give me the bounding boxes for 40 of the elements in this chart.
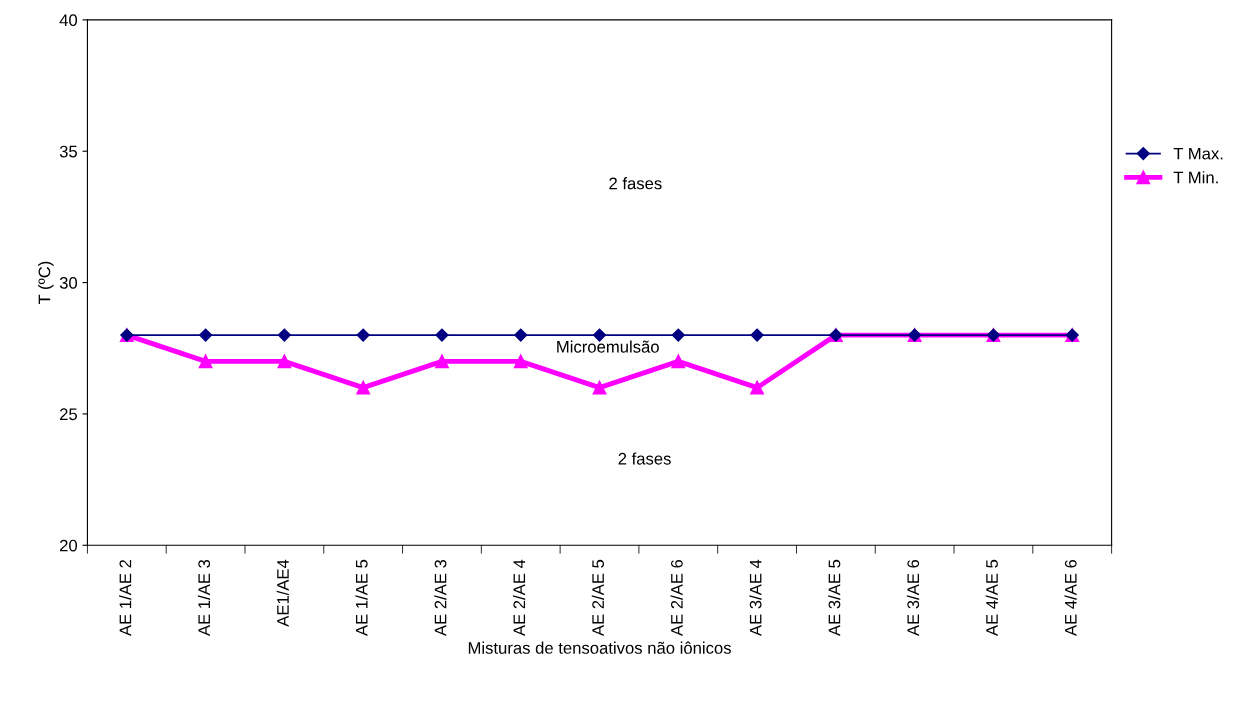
x-tick-label: AE 1/AE 2 — [119, 560, 132, 637]
point — [513, 354, 528, 369]
point — [198, 354, 213, 369]
x-tick-label: AE 3/AE 4 — [749, 559, 762, 637]
x-tick-label: AE1/AE4 — [276, 559, 289, 627]
annotation: 2 fases — [618, 452, 671, 465]
point — [514, 328, 528, 342]
annotation: 2 fases — [609, 177, 662, 190]
x-tick-label: AE 1/AE 3 — [197, 559, 211, 637]
y-tick-label: 30 — [59, 276, 78, 289]
legend-label: T Min. — [1173, 171, 1218, 184]
y-tick-label: 35 — [59, 145, 78, 158]
legend-label: T Max. — [1173, 147, 1223, 160]
point — [277, 328, 291, 342]
point — [356, 328, 370, 342]
x-tick-label: AE 3/AE 5 — [828, 559, 841, 637]
point — [592, 380, 607, 395]
x-tick-label: AE 4/AE 5 — [985, 559, 998, 637]
y-tick-label: 25 — [60, 408, 78, 421]
point — [671, 328, 685, 342]
point — [435, 354, 449, 369]
point — [435, 328, 449, 342]
point — [750, 328, 764, 342]
point — [671, 354, 686, 369]
x-tick-label: AE 1/AE 5 — [355, 559, 368, 637]
point — [199, 328, 213, 342]
x-tick-label: AE 2/AE 6 — [670, 559, 683, 637]
point — [277, 354, 292, 369]
annotation: Microemulsão — [557, 340, 659, 353]
y-tick-label: 20 — [60, 539, 78, 552]
x-tick-label: AE 2/AE 3 — [434, 559, 447, 637]
x-tick-label: AE 2/AE 4 — [512, 559, 526, 637]
y-tick-label: 40 — [59, 14, 78, 27]
point — [356, 380, 371, 395]
x-tick-label: AE 2/AE 5 — [591, 559, 604, 637]
y-axis-title: T (ºC) — [38, 261, 54, 305]
x-axis-title: Misturas de tensoativos não iônicos — [468, 641, 731, 654]
x-tick-label: AE 4/AE 6 — [1064, 559, 1077, 637]
x-tick-label: AE 3/AE 6 — [906, 559, 920, 637]
point — [750, 380, 765, 395]
